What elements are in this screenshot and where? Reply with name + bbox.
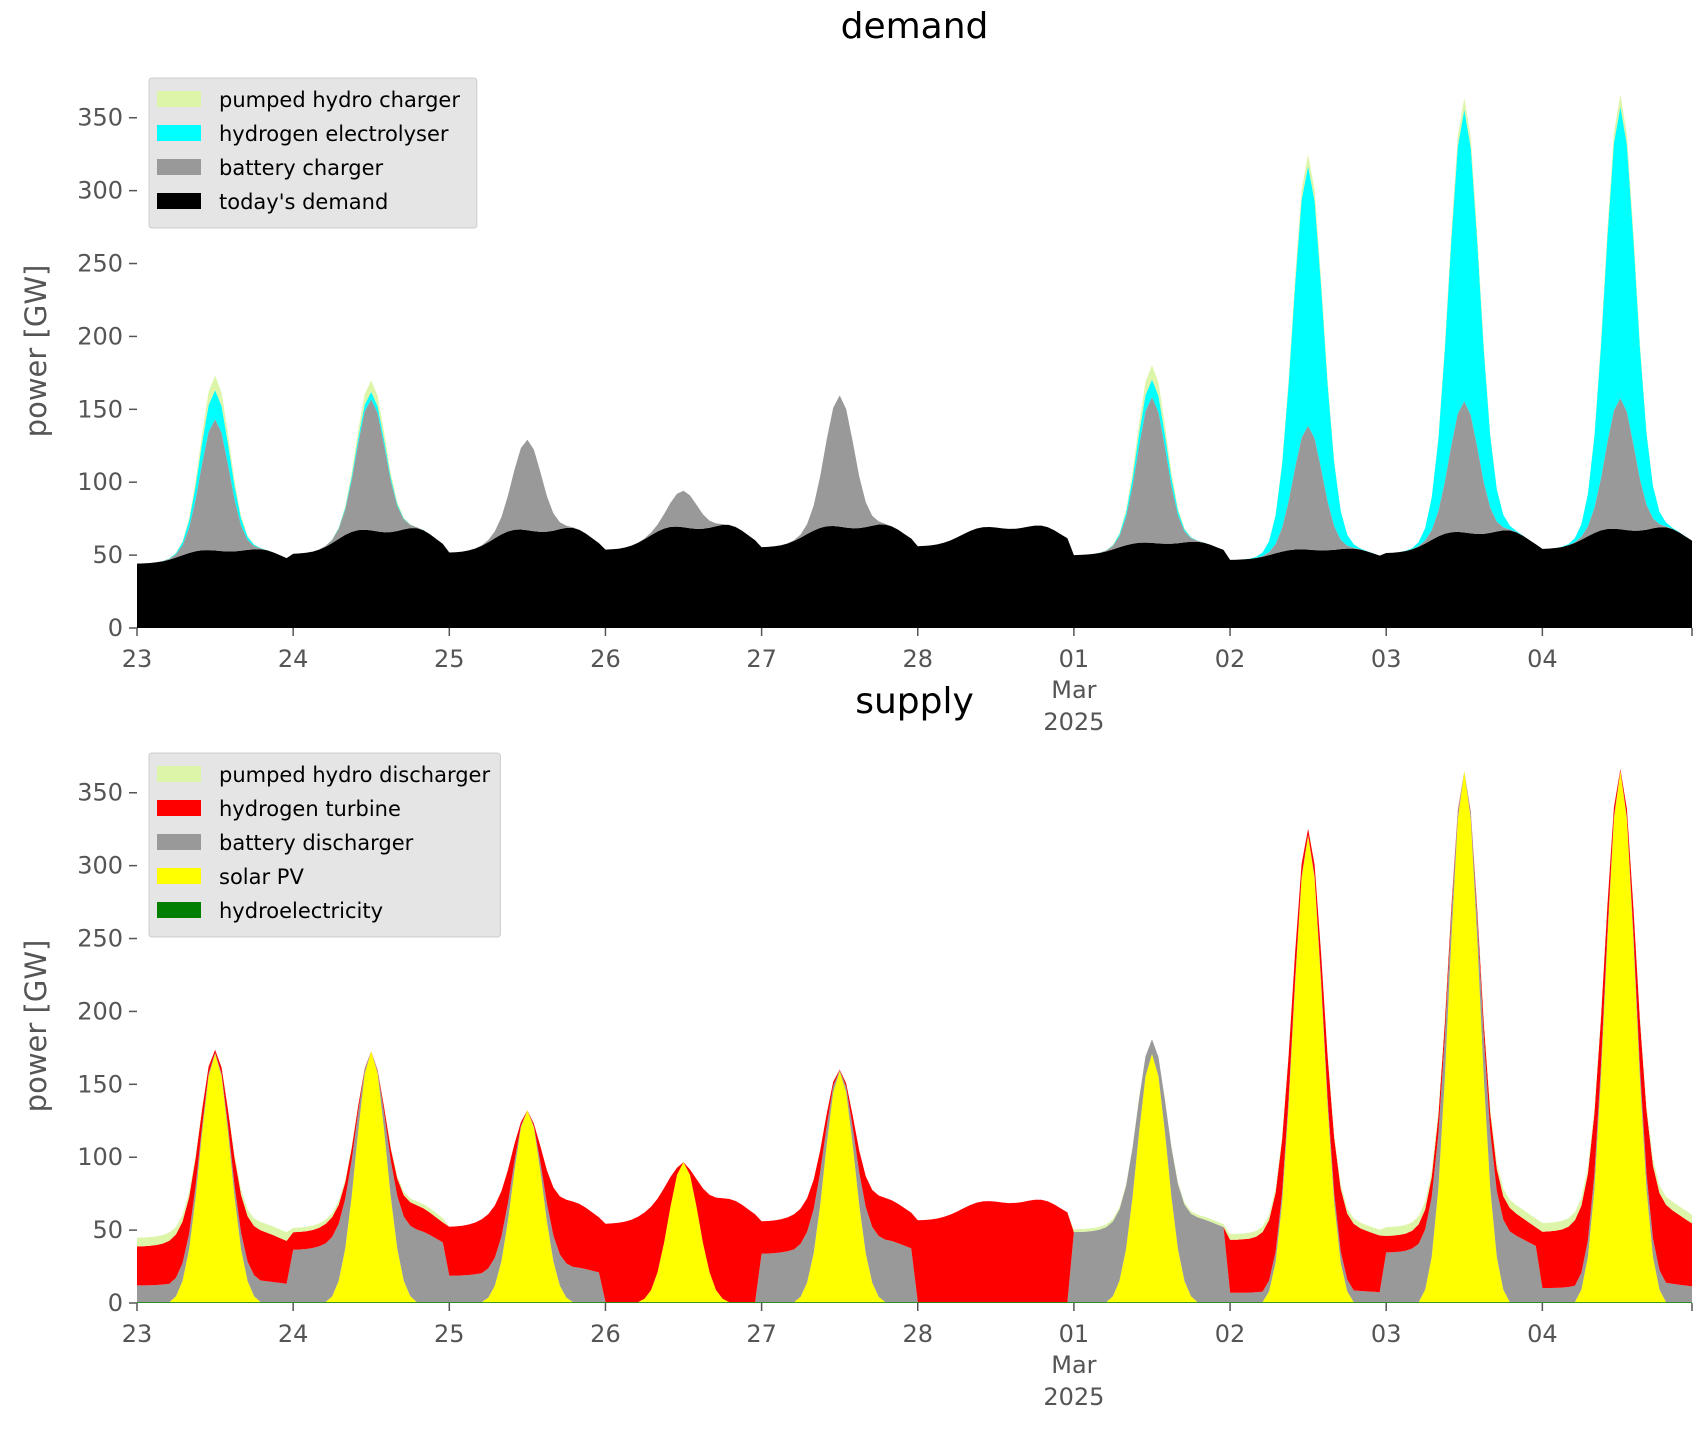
x-tick-label-03: 03 bbox=[1371, 1320, 1402, 1348]
x-tick-label-28: 28 bbox=[902, 645, 933, 673]
legend-label-today-s-demand: today's demand bbox=[219, 190, 388, 214]
y-tick-label: 200 bbox=[77, 322, 123, 350]
legend-label-solar-pv: solar PV bbox=[219, 865, 304, 889]
legend-label-hydrogen-turbine: hydrogen turbine bbox=[219, 797, 401, 821]
y-tick-label: 100 bbox=[77, 1143, 123, 1171]
area-hydroelectricity bbox=[137, 1302, 1692, 1303]
x-tick-label-26: 26 bbox=[590, 1320, 621, 1348]
legend-label-battery-discharger: battery discharger bbox=[219, 831, 414, 855]
x-tick-label-27: 27 bbox=[746, 1320, 777, 1348]
y-axis-label: power [GW] bbox=[19, 265, 53, 438]
area-hydrogen-turbine bbox=[137, 768, 1692, 1303]
legend-box bbox=[148, 752, 501, 938]
x-tick-label-27: 27 bbox=[746, 645, 777, 673]
panel-demand: demand power [GW] 0 50 100 150 200 250 300 350 23 2… bbox=[19, 6, 1693, 736]
area-today-s-demand bbox=[137, 524, 1692, 628]
x-tick-label-04: 04 bbox=[1527, 645, 1558, 673]
x-tick-label-04: 04 bbox=[1527, 1320, 1558, 1348]
y-tick-label: 100 bbox=[77, 468, 123, 496]
y-tick-label: 0 bbox=[108, 1289, 123, 1317]
x-tick-label-24: 24 bbox=[278, 1320, 309, 1348]
x-tick-sublabel: Mar bbox=[1051, 676, 1096, 704]
area-battery-charger bbox=[137, 395, 1692, 564]
chart-title-demand: demand bbox=[841, 6, 989, 47]
y-tick-label: 150 bbox=[77, 1070, 123, 1098]
legend-label-pumped-hydro-charger: pumped hydro charger bbox=[219, 88, 460, 112]
legend: pumped hydro discharger hydrogen turbine b… bbox=[148, 752, 501, 938]
area-solar-pv bbox=[137, 771, 1692, 1303]
area-hydrogen-electrolyser bbox=[137, 106, 1692, 564]
legend-swatch-pumped-hydro-charger bbox=[157, 91, 201, 107]
legend-swatch-battery-charger bbox=[157, 159, 201, 175]
legend: pumped hydro charger hydrogen electrolyse… bbox=[148, 77, 478, 229]
legend-label-hydroelectricity: hydroelectricity bbox=[219, 899, 383, 923]
legend-swatch-pumped-hydro-discharger bbox=[157, 766, 201, 782]
y-tick-label: 350 bbox=[77, 779, 123, 807]
legend-label-pumped-hydro-discharger: pumped hydro discharger bbox=[219, 763, 490, 787]
legend-swatch-solar-pv bbox=[157, 868, 201, 884]
x-tick-sublabel: 2025 bbox=[1043, 708, 1104, 736]
x-tick-label-03: 03 bbox=[1371, 645, 1402, 673]
y-tick-label: 50 bbox=[92, 1216, 123, 1244]
x-tick-label-02: 02 bbox=[1215, 645, 1246, 673]
y-tick-label: 250 bbox=[77, 925, 123, 953]
y-tick-label: 300 bbox=[77, 852, 123, 880]
x-tick-label-23: 23 bbox=[122, 645, 153, 673]
x-tick-label-28: 28 bbox=[902, 1320, 933, 1348]
legend-label-hydrogen-electrolyser: hydrogen electrolyser bbox=[219, 122, 449, 146]
x-tick-label-26: 26 bbox=[590, 645, 621, 673]
x-tick-label-25: 25 bbox=[434, 645, 465, 673]
x-tick-label-01: 01 bbox=[1059, 645, 1090, 673]
y-tick-label: 250 bbox=[77, 250, 123, 278]
x-tick-label-02: 02 bbox=[1215, 1320, 1246, 1348]
y-tick-label: 150 bbox=[77, 395, 123, 423]
y-tick-label: 300 bbox=[77, 177, 123, 205]
legend-swatch-battery-discharger bbox=[157, 834, 201, 850]
x-tick-label-01: 01 bbox=[1059, 1320, 1090, 1348]
y-tick-label: 350 bbox=[77, 104, 123, 132]
legend-swatch-hydrogen-turbine bbox=[157, 800, 201, 816]
legend-box bbox=[148, 77, 478, 229]
legend-swatch-hydroelectricity bbox=[157, 902, 201, 918]
chart-title-supply: supply bbox=[855, 681, 974, 722]
x-tick-label-25: 25 bbox=[434, 1320, 465, 1348]
legend-swatch-today-s-demand bbox=[157, 193, 201, 209]
legend-swatch-hydrogen-electrolyser bbox=[157, 125, 201, 141]
x-tick-label-23: 23 bbox=[122, 1320, 153, 1348]
y-tick-label: 200 bbox=[77, 997, 123, 1025]
y-tick-label: 0 bbox=[108, 614, 123, 642]
y-tick-label: 50 bbox=[92, 541, 123, 569]
x-tick-sublabel: Mar bbox=[1051, 1351, 1096, 1379]
x-tick-label-24: 24 bbox=[278, 645, 309, 673]
x-tick-sublabel: 2025 bbox=[1043, 1383, 1104, 1411]
legend-label-battery-charger: battery charger bbox=[219, 156, 384, 180]
y-axis-label: power [GW] bbox=[19, 940, 53, 1113]
panel-supply: supply power [GW] 0 50 100 150 200 250 300 350 23 2… bbox=[19, 681, 1693, 1411]
